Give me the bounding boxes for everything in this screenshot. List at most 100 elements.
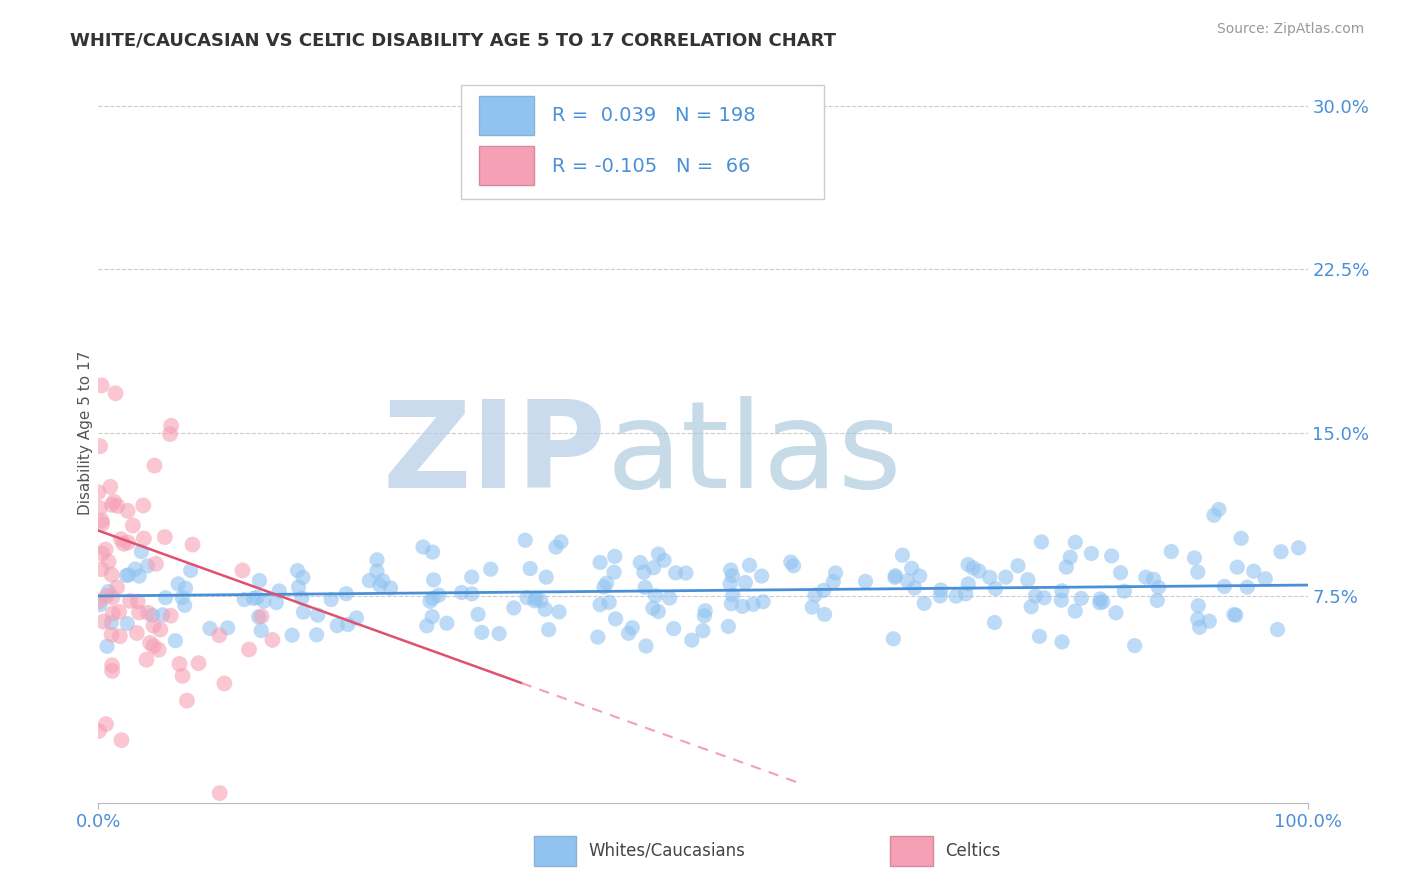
Point: [101, 607, 124, 621]
Point: [269, 583, 291, 598]
Point: [291, 591, 314, 606]
Point: [903, 581, 925, 595]
Point: [149, 623, 172, 637]
Point: [105, 499, 128, 513]
Point: [1105, 606, 1128, 620]
Point: [675, 566, 697, 580]
Point: [751, 569, 773, 583]
Point: [957, 577, 980, 591]
Point: [1091, 595, 1114, 609]
Point: [117, 504, 139, 518]
Point: [90, 514, 112, 528]
Point: [908, 569, 931, 583]
Point: [617, 626, 640, 640]
Point: [127, 594, 149, 608]
Point: [93, 615, 115, 629]
Point: [693, 608, 716, 623]
Point: [537, 623, 560, 637]
Point: [967, 564, 990, 578]
Point: [824, 566, 846, 580]
Point: [1146, 593, 1168, 607]
Point: [160, 418, 183, 433]
Point: [882, 632, 904, 646]
Point: [125, 626, 148, 640]
Point: [641, 601, 664, 615]
Point: [1031, 535, 1053, 549]
Point: [665, 566, 688, 580]
Point: [96, 640, 118, 654]
Text: R = -0.105   N =  66: R = -0.105 N = 66: [551, 157, 751, 176]
Text: Celtics: Celtics: [945, 842, 1000, 860]
Point: [242, 591, 264, 606]
Point: [488, 626, 510, 640]
Point: [1064, 604, 1087, 618]
Point: [896, 574, 918, 588]
Point: [371, 574, 394, 588]
Point: [132, 532, 155, 546]
Point: [595, 576, 617, 591]
Point: [900, 561, 922, 575]
Point: [534, 602, 557, 616]
Point: [929, 589, 952, 603]
Point: [117, 616, 139, 631]
Point: [128, 569, 150, 583]
Point: [598, 595, 620, 609]
Point: [550, 534, 572, 549]
Point: [108, 629, 131, 643]
Y-axis label: Disability Age 5 to 17: Disability Age 5 to 17: [77, 351, 93, 515]
Point: [502, 600, 524, 615]
Point: [912, 596, 935, 610]
Point: [180, 563, 202, 577]
Point: [524, 591, 547, 606]
Point: [1070, 591, 1092, 606]
Point: [422, 545, 444, 559]
Point: [957, 558, 980, 572]
Point: [633, 566, 655, 580]
Point: [721, 568, 744, 582]
Point: [979, 570, 1001, 584]
Point: [1019, 599, 1042, 614]
Point: [172, 591, 194, 605]
Point: [1187, 565, 1209, 579]
Point: [187, 656, 209, 670]
Point: [628, 556, 651, 570]
Point: [1017, 573, 1039, 587]
Point: [266, 596, 288, 610]
Point: [1187, 612, 1209, 626]
Point: [173, 599, 195, 613]
Point: [1050, 593, 1073, 607]
Text: ZIP: ZIP: [382, 396, 606, 513]
Point: [87, 724, 110, 739]
Point: [1007, 558, 1029, 573]
Point: [1109, 566, 1132, 580]
Point: [516, 591, 538, 605]
Point: [246, 591, 269, 605]
Point: [1202, 508, 1225, 523]
Point: [94, 542, 117, 557]
Point: [152, 607, 174, 622]
Point: [1142, 572, 1164, 586]
Point: [117, 535, 139, 549]
Point: [103, 494, 125, 508]
Point: [380, 581, 402, 595]
Point: [1254, 572, 1277, 586]
Point: [422, 573, 444, 587]
Point: [321, 592, 343, 607]
Point: [250, 624, 273, 638]
Point: [530, 593, 553, 607]
Bar: [534, 836, 576, 866]
Point: [148, 642, 170, 657]
Point: [1236, 580, 1258, 594]
Point: [101, 658, 124, 673]
Point: [621, 621, 644, 635]
Point: [586, 630, 609, 644]
Point: [91, 516, 114, 531]
Point: [104, 386, 127, 401]
Point: [1059, 550, 1081, 565]
Point: [1064, 535, 1087, 549]
Point: [644, 589, 666, 603]
Point: [1050, 583, 1073, 598]
Point: [813, 607, 835, 622]
Point: [98, 480, 121, 494]
Point: [142, 639, 165, 653]
